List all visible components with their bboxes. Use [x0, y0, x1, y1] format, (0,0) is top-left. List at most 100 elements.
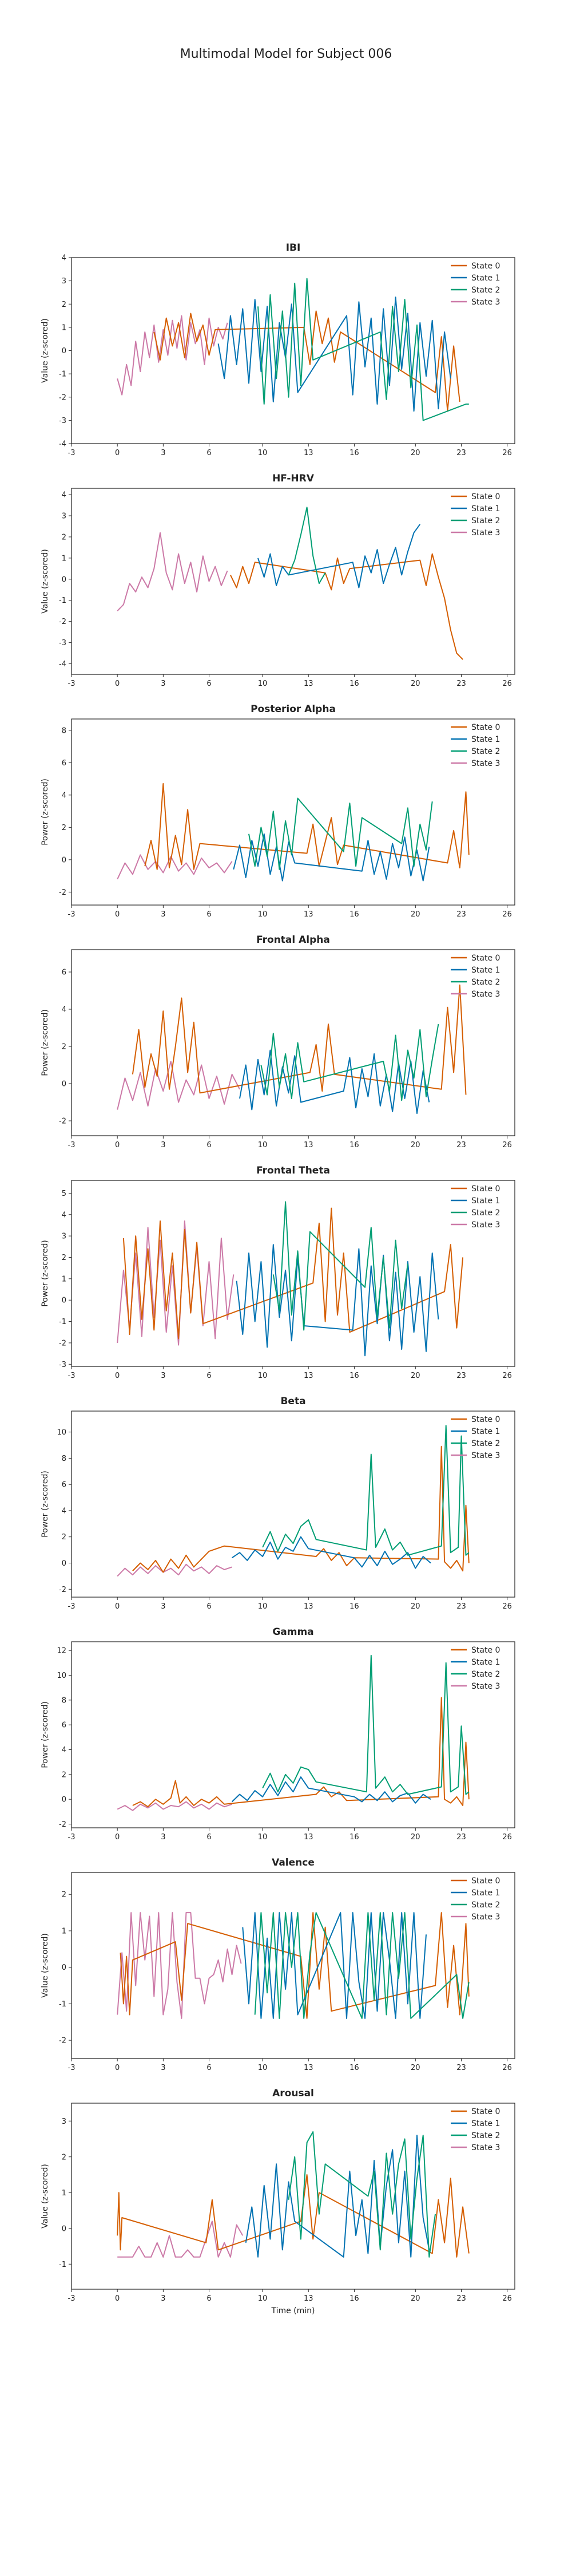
chart-title: Gamma: [272, 1626, 313, 1638]
y-tick-label: 10: [57, 1428, 66, 1437]
y-axis-label: Power (z-scored): [41, 1240, 50, 1307]
x-tick-label: 26: [502, 910, 512, 919]
y-tick-label: 6: [62, 969, 66, 977]
legend-label: State 2: [471, 1208, 500, 1218]
y-tick-label: 2: [62, 1891, 66, 1899]
y-axis-label: Power (z-scored): [41, 1471, 50, 1538]
x-tick-label: 16: [349, 1833, 359, 1842]
x-tick-label: 20: [411, 1833, 420, 1842]
y-tick-label: 1: [62, 1927, 66, 1935]
legend-label: State 0: [471, 1876, 500, 1886]
series-line-state-0: [144, 783, 470, 870]
x-tick-label: 6: [206, 1141, 211, 1149]
y-tick-label: 2: [62, 533, 66, 542]
x-tick-label: 23: [456, 449, 466, 457]
series-line-state-3: [117, 1220, 235, 1346]
x-tick-label: 16: [349, 679, 359, 688]
y-tick-label: 0: [62, 1297, 66, 1305]
legend-label: State 0: [471, 2107, 500, 2116]
y-tick-label: 1: [62, 1275, 66, 1283]
x-axis-label: Time (min): [271, 2306, 315, 2316]
x-tick-label: 13: [304, 1372, 313, 1380]
y-axis-label: Power (z-scored): [41, 779, 50, 846]
legend: State 0 State 1 State 2 State 3: [451, 262, 500, 307]
x-tick-label: 6: [206, 2294, 211, 2303]
series-line-state-1: [231, 1776, 431, 1804]
x-tick-label: 20: [411, 679, 420, 688]
y-tick-label: 1: [62, 323, 66, 332]
y-tick-label: 2: [62, 1043, 66, 1052]
x-tick-label: 26: [502, 1372, 512, 1380]
x-tick-label: 0: [115, 2064, 120, 2072]
x-tick-label: 6: [206, 1833, 211, 1842]
x-tick-label: -3: [68, 2294, 76, 2303]
chart-title: Arousal: [272, 2088, 314, 2099]
x-tick-label: 3: [161, 1141, 165, 1149]
y-tick-label: 4: [62, 491, 66, 500]
legend-label: State 3: [471, 2143, 500, 2152]
series-line-state-2: [262, 1425, 470, 1556]
x-tick-label: 16: [349, 2064, 359, 2072]
y-tick-label: 1: [62, 554, 66, 563]
y-tick-label: 4: [62, 1006, 66, 1014]
y-tick-label: 3: [62, 2117, 66, 2126]
x-tick-label: 10: [258, 1602, 268, 1611]
x-tick-label: 16: [349, 1372, 359, 1380]
legend: State 0 State 1 State 2 State 3: [451, 2107, 500, 2152]
x-tick-label: 10: [258, 679, 268, 688]
y-tick-label: 12: [57, 1647, 66, 1656]
series-line-state-2: [257, 278, 469, 421]
chart-title: Posterior Alpha: [251, 704, 336, 715]
series-line-state-3: [117, 532, 228, 611]
y-tick-label: -1: [59, 370, 66, 379]
legend-label: State 0: [471, 262, 500, 271]
legend-label: State 3: [471, 528, 500, 538]
legend-label: State 1: [471, 1427, 500, 1436]
chart-title: Valence: [272, 1857, 315, 1868]
y-tick-label: -1: [59, 2261, 66, 2269]
chart-title: Frontal Alpha: [256, 934, 330, 946]
legend-label: State 1: [471, 735, 500, 744]
legend: State 0 State 1 State 2 State 3: [451, 723, 500, 768]
x-tick-label: -3: [68, 1833, 76, 1842]
legend-label: State 0: [471, 1415, 500, 1424]
legend-label: State 3: [471, 1913, 500, 1922]
legend: State 0 State 1 State 2 State 3: [451, 1184, 500, 1230]
y-tick-label: -3: [59, 639, 66, 647]
y-tick-label: -1: [59, 596, 66, 605]
legend: State 0 State 1 State 2 State 3: [451, 492, 500, 538]
x-tick-label: 26: [502, 2294, 512, 2303]
x-tick-label: -3: [68, 910, 76, 919]
y-tick-label: 8: [62, 1696, 66, 1705]
x-tick-label: -3: [68, 1372, 76, 1380]
series-line-state-0: [229, 553, 463, 660]
chart-panel-3: Frontal Alpha -3 0 3 6 10 13 16 20 23 26 -2 0 2 4 6 Powe…: [41, 934, 515, 1149]
x-tick-label: 13: [304, 449, 313, 457]
legend-label: State 3: [471, 1451, 500, 1460]
x-tick-label: 13: [304, 1602, 313, 1611]
x-tick-label: 26: [502, 2064, 512, 2072]
x-tick-label: 3: [161, 2064, 165, 2072]
series-line-state-3: [117, 1912, 242, 2019]
x-tick-label: 20: [411, 1372, 420, 1380]
series-line-state-1: [217, 297, 451, 412]
y-tick-label: 0: [62, 1559, 66, 1568]
y-axis-label: Value (z-scored): [41, 549, 50, 614]
legend: State 0 State 1 State 2 State 3: [451, 1876, 500, 1922]
y-tick-label: 4: [62, 1507, 66, 1515]
legend-label: State 2: [471, 2131, 500, 2140]
y-axis-label: Power (z-scored): [41, 1009, 50, 1076]
y-tick-label: 2: [62, 301, 66, 309]
x-tick-label: 20: [411, 910, 420, 919]
series-line-state-1: [233, 833, 430, 882]
y-tick-label: 4: [62, 1211, 66, 1219]
x-tick-label: 16: [349, 2294, 359, 2303]
chart-title: IBI: [286, 242, 301, 254]
y-tick-label: 0: [62, 856, 66, 864]
x-tick-label: -3: [68, 449, 76, 457]
chart-panel-4: Frontal Theta-3 0 3 6 10 13 16 20 23 26-3-2-10123…: [41, 1165, 515, 1380]
y-tick-label: 2: [62, 824, 66, 832]
series-line-state-0: [120, 1912, 470, 2019]
legend-label: State 3: [471, 1682, 500, 1691]
